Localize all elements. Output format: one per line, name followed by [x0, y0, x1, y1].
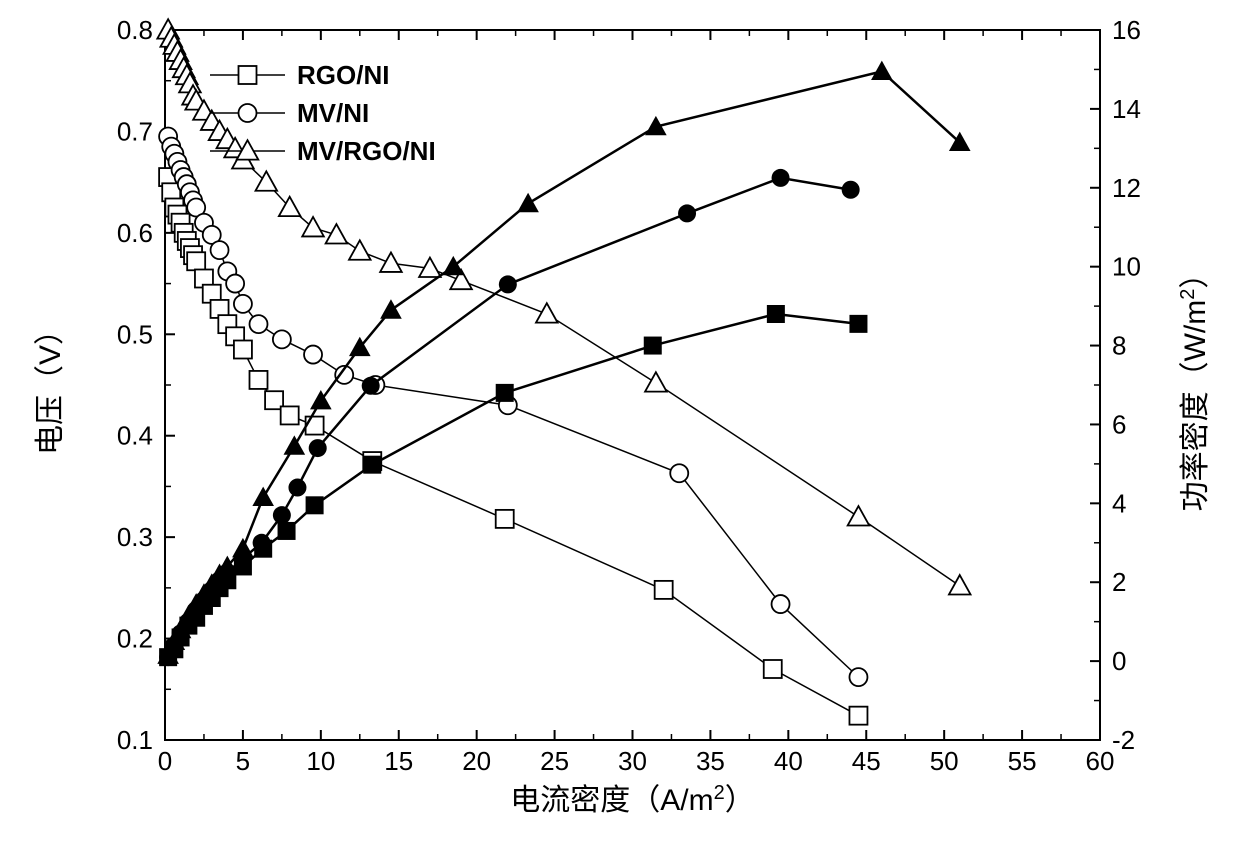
svg-text:RGO/NI: RGO/NI — [297, 60, 389, 90]
svg-text:0.6: 0.6 — [117, 218, 153, 248]
svg-text:4: 4 — [1112, 488, 1126, 518]
svg-text:40: 40 — [774, 746, 803, 776]
svg-text:MV/NI: MV/NI — [297, 98, 369, 128]
svg-text:25: 25 — [540, 746, 569, 776]
svg-text:35: 35 — [696, 746, 725, 776]
svg-text:20: 20 — [462, 746, 491, 776]
svg-text:电流密度（A/m2）: 电流密度（A/m2） — [510, 782, 754, 817]
svg-text:60: 60 — [1086, 746, 1115, 776]
svg-text:0.5: 0.5 — [117, 319, 153, 349]
svg-text:0.3: 0.3 — [117, 522, 153, 552]
svg-text:55: 55 — [1008, 746, 1037, 776]
svg-text:45: 45 — [852, 746, 881, 776]
svg-text:5: 5 — [236, 746, 250, 776]
svg-text:10: 10 — [306, 746, 335, 776]
svg-text:0: 0 — [158, 746, 172, 776]
svg-text:0.8: 0.8 — [117, 15, 153, 45]
chart-svg: 0510152025303540455055600.10.20.30.40.50… — [0, 0, 1240, 844]
svg-text:12: 12 — [1112, 173, 1141, 203]
svg-text:16: 16 — [1112, 15, 1141, 45]
svg-text:15: 15 — [384, 746, 413, 776]
svg-text:功率密度（W/m2）: 功率密度（W/m2） — [1177, 259, 1212, 512]
svg-text:0: 0 — [1112, 646, 1126, 676]
svg-text:2: 2 — [1112, 567, 1126, 597]
svg-text:30: 30 — [618, 746, 647, 776]
svg-text:电压（V）: 电压（V） — [34, 315, 67, 455]
svg-text:0.2: 0.2 — [117, 624, 153, 654]
svg-text:0.7: 0.7 — [117, 116, 153, 146]
svg-text:10: 10 — [1112, 252, 1141, 282]
svg-text:8: 8 — [1112, 331, 1126, 361]
svg-text:14: 14 — [1112, 94, 1141, 124]
svg-text:50: 50 — [930, 746, 959, 776]
svg-text:0.1: 0.1 — [117, 725, 153, 755]
svg-text:MV/RGO/NI: MV/RGO/NI — [297, 136, 436, 166]
svg-text:6: 6 — [1112, 409, 1126, 439]
svg-text:-2: -2 — [1112, 725, 1135, 755]
chart-container: 0510152025303540455055600.10.20.30.40.50… — [0, 0, 1240, 844]
svg-text:0.4: 0.4 — [117, 421, 153, 451]
